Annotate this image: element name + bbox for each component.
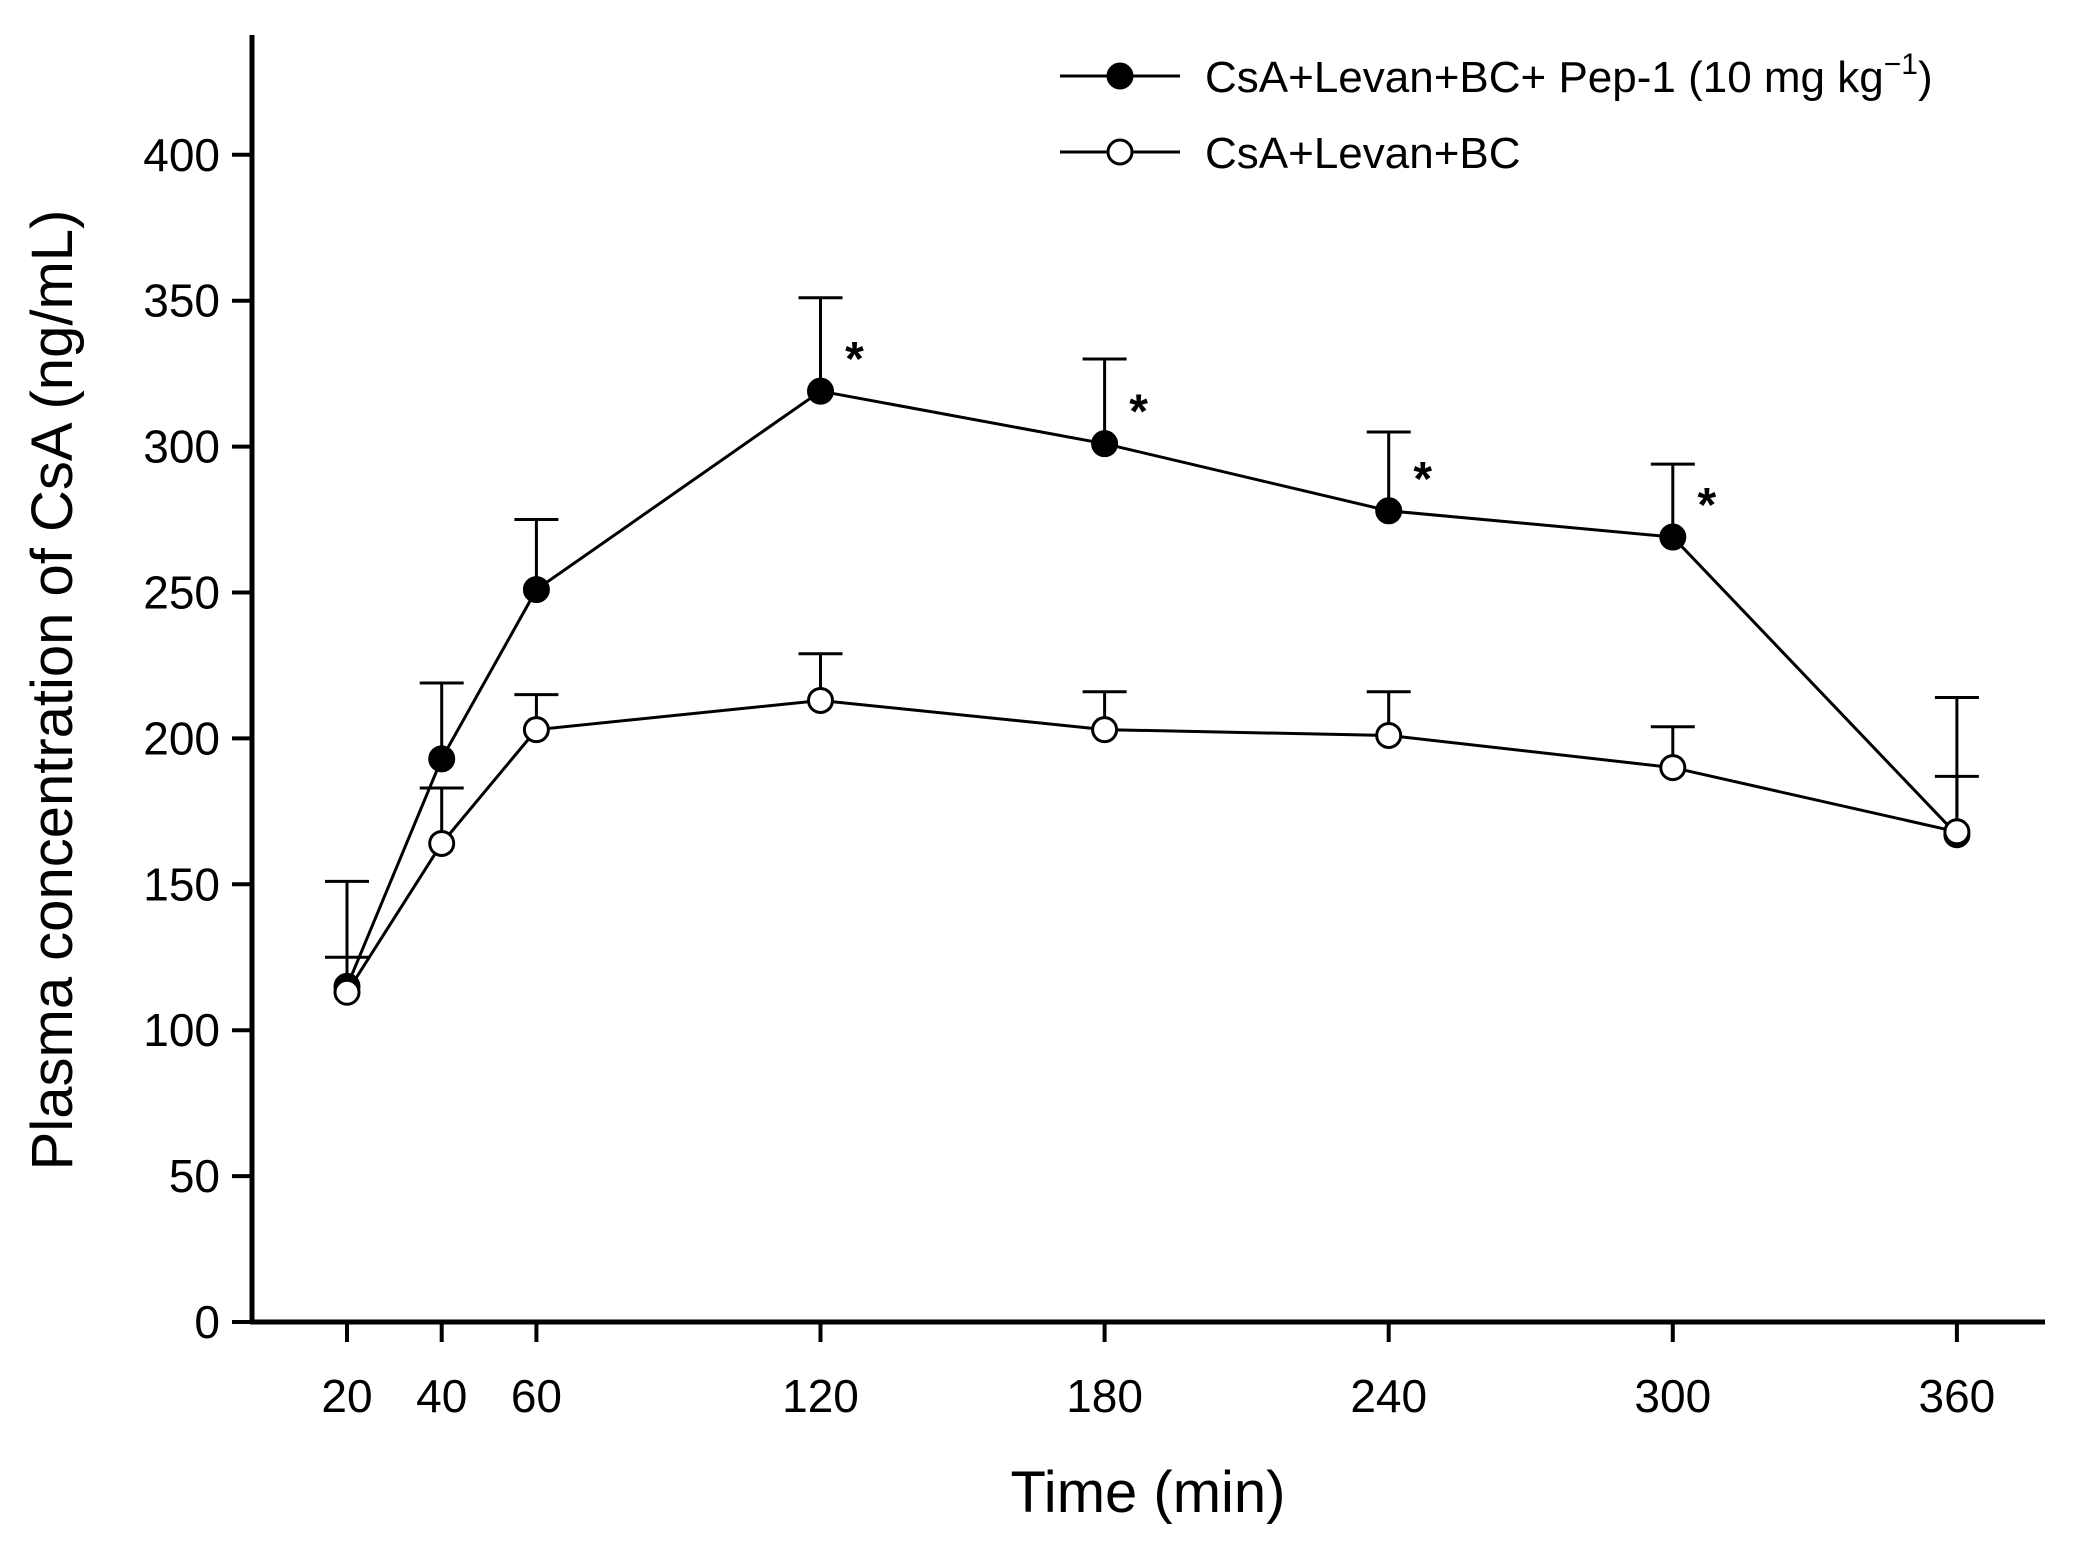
significance-marker: * bbox=[1697, 479, 1716, 532]
legend-entry-label: CsA+Levan+BC bbox=[1205, 129, 1521, 178]
data-point-open bbox=[1091, 716, 1119, 744]
significance-marker: * bbox=[845, 333, 864, 386]
data-point-open bbox=[333, 978, 361, 1006]
legend-entry-name: CsA+Levan+BC bbox=[1205, 129, 1521, 178]
x-tick-label: 120 bbox=[782, 1370, 859, 1422]
legend-entry-name: CsA+Levan+BC+ Pep-1 (10 mg kg bbox=[1205, 53, 1884, 102]
data-point-filled bbox=[428, 745, 456, 773]
data-point-open bbox=[428, 829, 456, 857]
legend-entry-label: CsA+Levan+BC+ Pep-1 (10 mg kg−1) bbox=[1205, 48, 1933, 102]
legend-marker bbox=[1106, 138, 1134, 166]
data-point-filled bbox=[522, 576, 550, 604]
x-tick-label: 360 bbox=[1919, 1370, 1996, 1422]
x-tick-label: 20 bbox=[321, 1370, 372, 1422]
data-point-open bbox=[522, 716, 550, 744]
x-tick-label: 180 bbox=[1066, 1370, 1143, 1422]
y-tick-label: 100 bbox=[143, 1004, 220, 1056]
y-tick-label: 350 bbox=[143, 275, 220, 327]
x-tick-label: 60 bbox=[511, 1370, 562, 1422]
series-line bbox=[345, 389, 1958, 988]
axes-layer: 0 50 100 150 200 250 300 350 400 20 40 60 120 180 240 3… bbox=[143, 35, 2045, 1422]
series-line bbox=[345, 698, 1958, 994]
y-tick-label: 50 bbox=[169, 1150, 220, 1202]
data-point-filled bbox=[1091, 430, 1119, 458]
x-axis-title: Time (min) bbox=[1011, 1460, 1286, 1525]
data-point-filled bbox=[1375, 497, 1403, 525]
data-point-open bbox=[1375, 721, 1403, 749]
y-tick-label: 200 bbox=[143, 712, 220, 764]
legend-marker bbox=[1106, 62, 1134, 90]
series-layer: * * * * bbox=[325, 296, 1979, 1006]
data-point-open bbox=[1943, 818, 1971, 846]
legend-entry-superscript: −1 bbox=[1884, 48, 1918, 81]
legend-entry-suffix: ) bbox=[1918, 53, 1933, 102]
legend: CsA+Levan+BC+ Pep-1 (10 mg kg−1)CsA+Leva… bbox=[1060, 48, 1933, 178]
series-control bbox=[325, 652, 1979, 1006]
significance-marker: * bbox=[1129, 386, 1148, 439]
y-tick-label: 400 bbox=[143, 129, 220, 181]
y-axis-title: Plasma concentration of CsA (ng/mL) bbox=[20, 210, 85, 1171]
data-point-filled bbox=[1659, 523, 1687, 551]
y-tick-label: 0 bbox=[194, 1296, 220, 1348]
data-point-open bbox=[807, 686, 834, 714]
y-tick-label: 300 bbox=[143, 421, 220, 473]
x-tick-label: 240 bbox=[1350, 1370, 1427, 1422]
significance-marker: * bbox=[1413, 453, 1432, 506]
data-point-filled bbox=[807, 377, 834, 405]
x-tick-label: 40 bbox=[416, 1370, 467, 1422]
y-tick-label: 150 bbox=[143, 858, 220, 910]
data-point-open bbox=[1659, 754, 1687, 782]
x-tick-label: 300 bbox=[1634, 1370, 1711, 1422]
y-tick-label: 250 bbox=[143, 567, 220, 619]
